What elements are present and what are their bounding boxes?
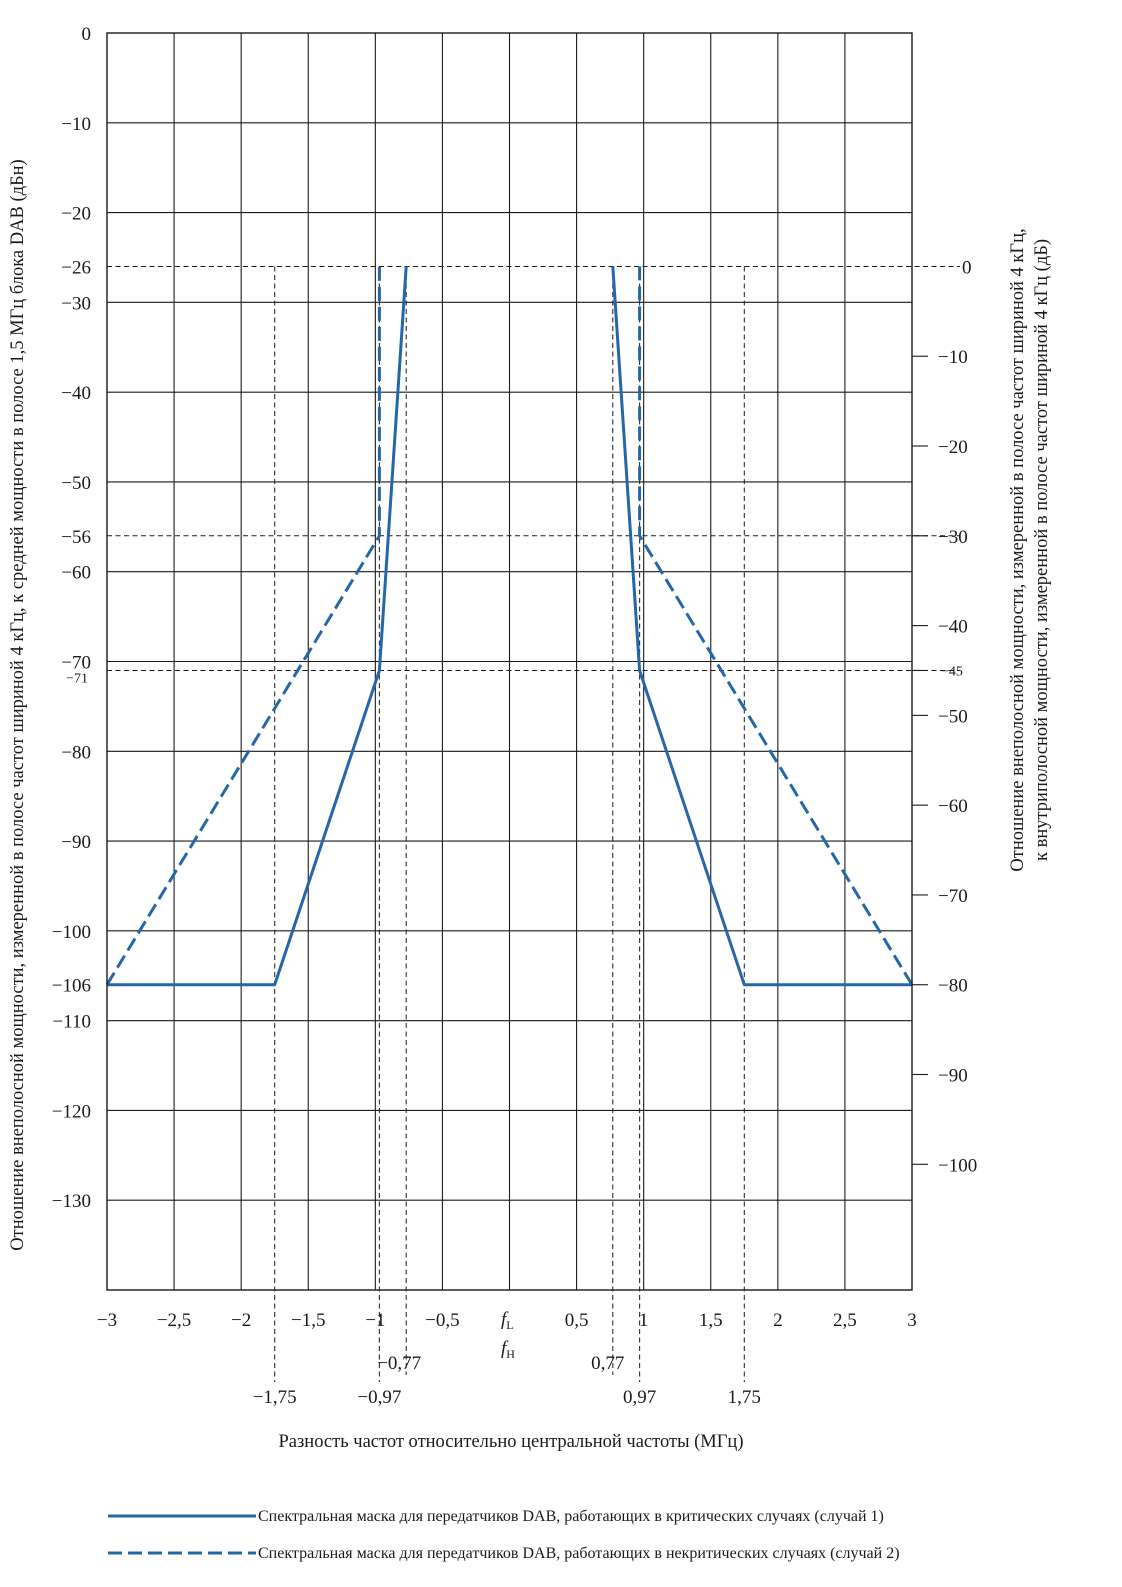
- y-tick--130: −130: [52, 1191, 91, 1212]
- center-label-fh: fH: [501, 1338, 515, 1361]
- y-tick--20: −20: [61, 204, 91, 225]
- ref-label--1-75: −1,75: [253, 1387, 297, 1408]
- y-axis-label-right-line2: к внутриполосной мощности, измеренной в …: [1032, 239, 1052, 861]
- ref-label-0-77: 0,77: [591, 1353, 624, 1374]
- y-axis-label-left: Отношение внеполосной мощности, измеренн…: [8, 159, 28, 1250]
- x-tick--0-5: −0,5: [425, 1310, 459, 1331]
- y2-tick--40: −40: [938, 617, 968, 638]
- ref-label-0-97: 0,97: [623, 1387, 656, 1408]
- x-tick-0-5: 0,5: [565, 1310, 589, 1331]
- ref-label--0-97: −0,97: [357, 1387, 401, 1408]
- legend-label-case1: Спектральная маска для передатчиков DAB,…: [258, 1508, 884, 1525]
- y2-tick--90: −90: [938, 1066, 968, 1087]
- ref-label--0-77: −0,77: [377, 1353, 421, 1374]
- x-tick--2-5: −2,5: [157, 1310, 191, 1331]
- series-2-segment-1: [105, 266, 381, 986]
- y2-tick--70: −70: [938, 886, 968, 907]
- y-tick--106: −106: [52, 976, 91, 997]
- x-tick-1: 1: [639, 1310, 649, 1331]
- plot-frame: [106, 32, 913, 1291]
- y2-tick--50: −50: [938, 706, 968, 727]
- y-tick--10: −10: [61, 114, 91, 135]
- x-axis-label: Разность частот относительно центральной…: [279, 1432, 744, 1452]
- x-tick-1-5: 1,5: [699, 1310, 723, 1331]
- series-2-segment-2: [638, 266, 914, 986]
- series-1-segment-1: [107, 266, 408, 987]
- x-tick-2-5: 2,5: [833, 1310, 857, 1331]
- y-axis-label-right-line1: Отношение внеполосной мощности, измеренн…: [1008, 228, 1028, 871]
- y-tick--100: −100: [52, 922, 91, 943]
- x-tick--2: −2: [231, 1310, 251, 1331]
- x-tick--3: −3: [97, 1310, 117, 1331]
- series-lines: [105, 266, 914, 987]
- x-tick--1-5: −1,5: [291, 1310, 325, 1331]
- reference-lines: [107, 265, 960, 1382]
- y2-tick--100: −100: [938, 1155, 977, 1176]
- y2-tick-0: 0: [962, 257, 972, 278]
- y-tick--71: −71: [66, 671, 88, 686]
- y-tick--50: −50: [61, 473, 91, 494]
- y-tick--90: −90: [61, 832, 91, 853]
- y-tick--40: −40: [61, 383, 91, 404]
- x-tick-3: 3: [907, 1310, 917, 1331]
- y-tick--60: −60: [61, 563, 91, 584]
- legend: Спектральная маска для передатчиков DAB,…: [108, 1508, 900, 1562]
- y-tick--70: −70: [61, 653, 91, 674]
- y2-tick--60: −60: [938, 796, 968, 817]
- y2-tick--20: −20: [938, 437, 968, 458]
- center-frequency-labels: fL fH: [501, 1309, 515, 1361]
- y-tick--80: −80: [61, 742, 91, 763]
- y-tick-0: 0: [82, 24, 92, 45]
- reference-labels: −0,77 0,77 −1,75 −0,97 0,97 1,75: [253, 1353, 761, 1408]
- series-1-segment-2: [611, 266, 912, 987]
- y-tick--26: −26: [61, 257, 91, 278]
- y-tick--110: −110: [52, 1012, 91, 1033]
- y2-tick--10: −10: [938, 347, 968, 368]
- y2-tick--45: −45: [941, 664, 963, 679]
- y-tick--120: −120: [52, 1101, 91, 1122]
- grid: [107, 33, 912, 1290]
- center-label-fl: fL: [501, 1309, 514, 1332]
- y-tick--56: −56: [61, 527, 91, 548]
- y2-tick--80: −80: [938, 976, 968, 997]
- ref-label-1-75: 1,75: [728, 1387, 761, 1408]
- x-tick--1: −1: [365, 1310, 385, 1331]
- tick-labels: −3 −2,5 −2 −1,5 −1 −0,5 0,5 1 1,5 2 2,5 3 0 −10 −20 −26…: [52, 24, 977, 1331]
- x-tick-2: 2: [773, 1310, 783, 1331]
- y2-tick--30: −30: [938, 527, 968, 548]
- legend-label-case2: Спектральная маска для передатчиков DAB,…: [258, 1545, 900, 1562]
- y-tick--30: −30: [61, 293, 91, 314]
